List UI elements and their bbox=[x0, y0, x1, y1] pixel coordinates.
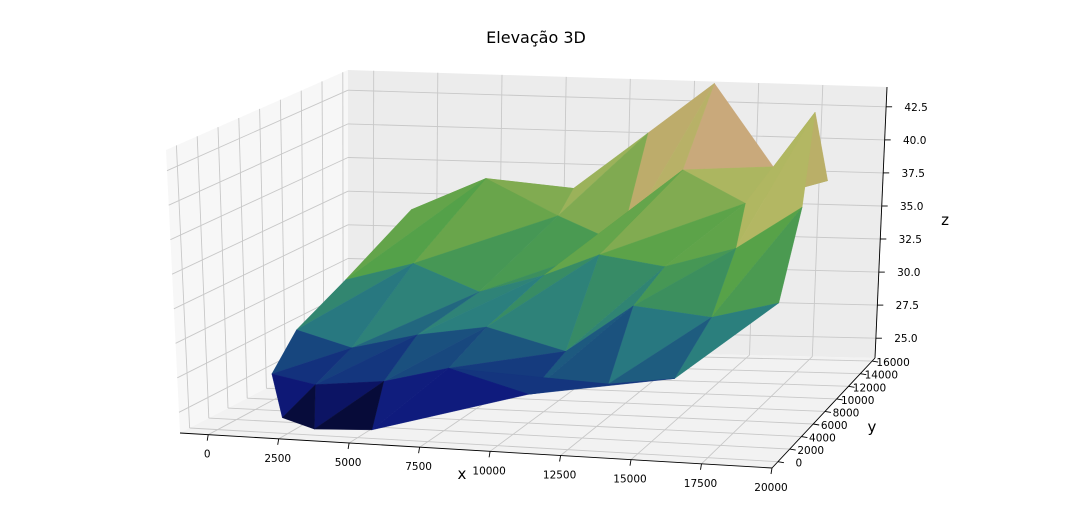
y-tick-mark bbox=[789, 448, 796, 451]
y-tick-mark bbox=[824, 410, 832, 413]
grid-line-x-back bbox=[811, 84, 824, 357]
z-tick-label: 32.5 bbox=[899, 234, 922, 246]
grid-line-z-back bbox=[347, 89, 887, 108]
x-tick-label: 10000 bbox=[472, 465, 505, 477]
tick-labels: 0 2500 5000 7500 10000 12500 15000 17500 2000002… bbox=[204, 102, 928, 494]
grid-line-x-floor bbox=[701, 356, 813, 465]
z-axis-line bbox=[874, 86, 888, 359]
x-tick-label: 5000 bbox=[335, 457, 362, 469]
y-axis-line bbox=[771, 357, 876, 469]
x-axis-label: x bbox=[458, 465, 467, 483]
y-axis-label: y bbox=[868, 418, 877, 436]
y-tick-mark bbox=[860, 373, 867, 376]
x-tick-label: 12500 bbox=[543, 470, 576, 482]
z-axis-label: z bbox=[941, 211, 949, 229]
y-tick-label: 8000 bbox=[833, 407, 860, 419]
grid-line-x-floor bbox=[630, 354, 750, 461]
x-tick-label: 20000 bbox=[754, 482, 787, 494]
x-tick-mark bbox=[770, 467, 773, 475]
grid-line-z-left bbox=[168, 123, 349, 206]
chart-title: Elevação 3D bbox=[486, 28, 586, 47]
grid-line-z-back bbox=[347, 123, 885, 141]
z-tick-label: 27.5 bbox=[896, 300, 919, 312]
x-tick-mark bbox=[629, 459, 632, 466]
surface-facet bbox=[528, 378, 675, 395]
x-tick-mark bbox=[277, 438, 280, 445]
z-tick-label: 37.5 bbox=[902, 168, 925, 180]
grid-line-z-left bbox=[171, 190, 349, 275]
surface-facets bbox=[271, 83, 828, 431]
grid-line-z-left bbox=[173, 224, 349, 310]
x-tick-mark bbox=[206, 434, 209, 441]
x-tick-mark bbox=[559, 455, 562, 462]
x-tick-label: 2500 bbox=[264, 453, 291, 465]
x-tick-label: 15000 bbox=[613, 474, 646, 486]
x-tick-mark bbox=[488, 451, 491, 458]
y-tick-mark bbox=[801, 436, 808, 439]
grid-line-z-left bbox=[175, 258, 349, 344]
y-tick-label: 12000 bbox=[853, 382, 886, 394]
grid-line-z-left bbox=[166, 89, 349, 172]
y-tick-label: 2000 bbox=[797, 445, 824, 457]
y-tick-mark bbox=[777, 461, 784, 464]
grid-line-y-floor bbox=[189, 427, 778, 463]
y-tick-label: 16000 bbox=[876, 357, 909, 369]
y-tick-mark bbox=[848, 385, 855, 388]
grid-line-y-left bbox=[238, 117, 248, 399]
y-tick-label: 14000 bbox=[865, 370, 898, 382]
x-tick-mark bbox=[347, 442, 350, 450]
grid-line-y-left bbox=[279, 99, 287, 379]
y-tick-mark bbox=[836, 398, 843, 401]
y-tick-label: 10000 bbox=[841, 395, 874, 407]
z-tick-label: 42.5 bbox=[904, 102, 927, 114]
grid-line-y-left bbox=[175, 145, 191, 429]
x-tick-label: 0 bbox=[204, 449, 211, 461]
y-tick-mark bbox=[872, 360, 879, 363]
y-tick-label: 6000 bbox=[821, 420, 848, 432]
z-tick-label: 25.0 bbox=[894, 333, 917, 345]
surface-facet bbox=[371, 367, 529, 431]
grid-line-z-left bbox=[170, 157, 349, 241]
z-tick-label: 30.0 bbox=[897, 267, 920, 279]
y-tick-label: 4000 bbox=[809, 433, 836, 445]
grid-line-y-left bbox=[217, 127, 229, 409]
grid-line-y-left bbox=[196, 136, 210, 419]
z-tick-label: 40.0 bbox=[903, 135, 926, 147]
surface-facet bbox=[314, 381, 384, 431]
surface-facet bbox=[282, 384, 316, 430]
x-tick-mark bbox=[700, 463, 702, 470]
z-tick-label: 35.0 bbox=[900, 201, 923, 213]
x-tick-label: 17500 bbox=[684, 478, 717, 490]
y-tick-label: 0 bbox=[796, 458, 803, 470]
x-tick-mark bbox=[418, 447, 421, 454]
y-tick-mark bbox=[813, 423, 820, 426]
grid-line-y-left bbox=[259, 108, 267, 389]
x-tick-label: 7500 bbox=[405, 461, 432, 473]
